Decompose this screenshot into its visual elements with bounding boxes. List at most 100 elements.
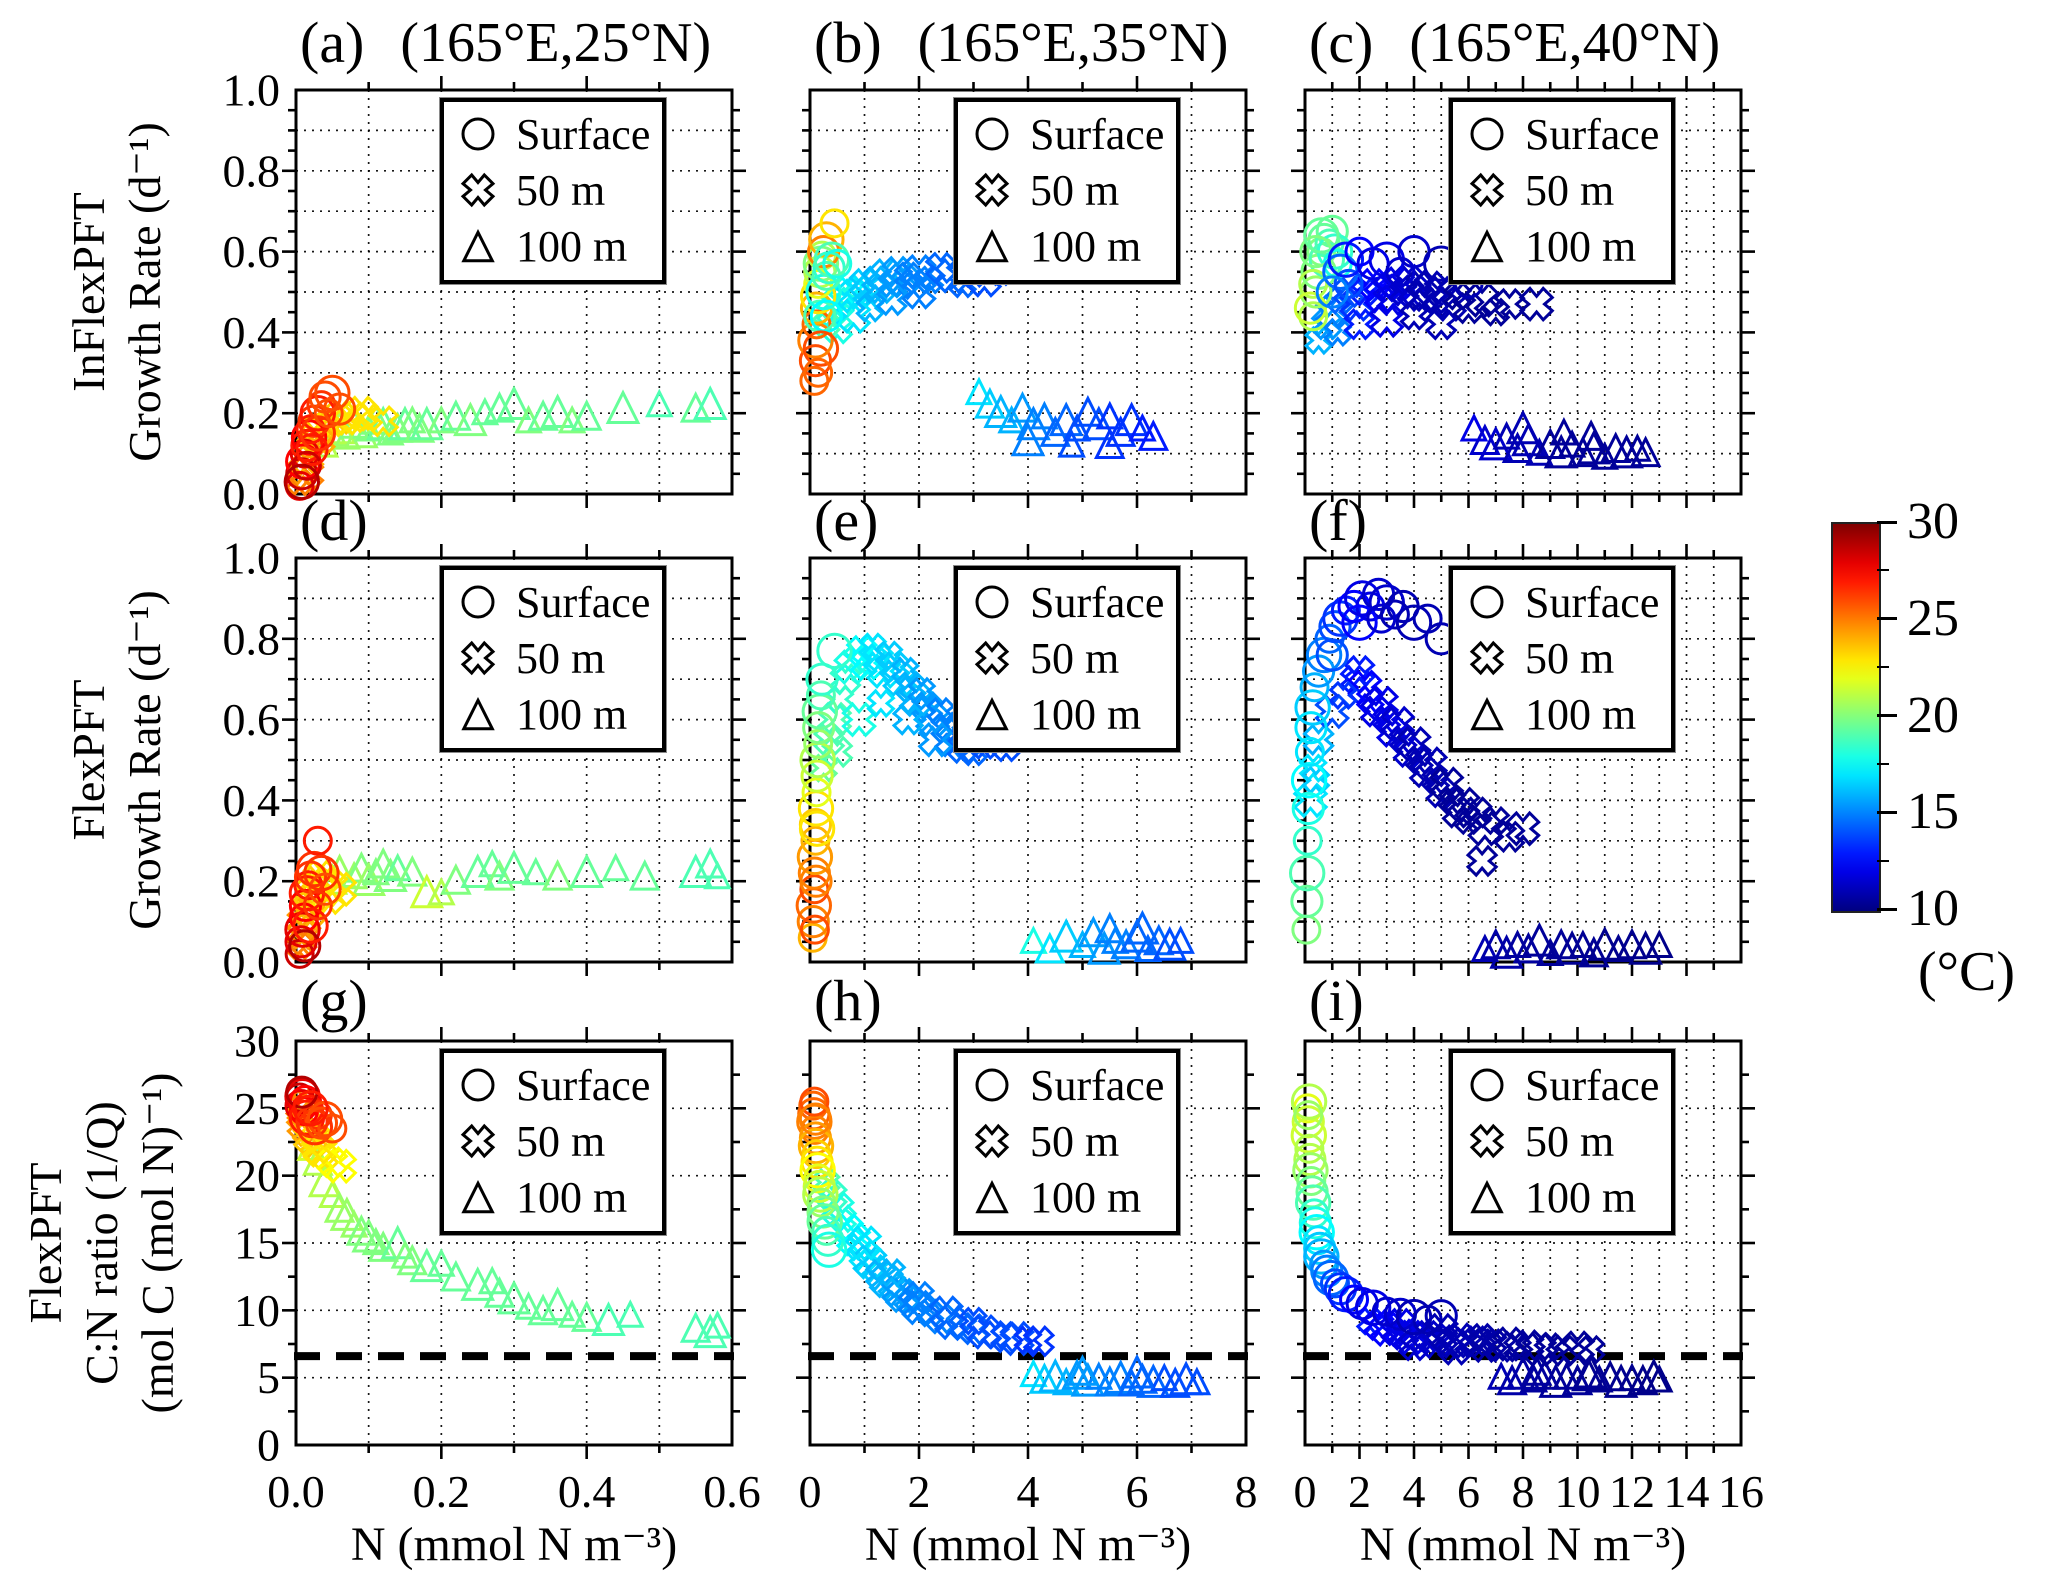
x-tick-label: 0.2 (413, 1466, 471, 1517)
legend-label: 50 m (1525, 1116, 1615, 1166)
panel-e-header: (e) (814, 490, 878, 552)
legend-item-50-m: 50 m (968, 630, 1164, 686)
panel-c-legend: Surface 50 m 100 m (1449, 98, 1676, 284)
legend-label: Surface (516, 1060, 651, 1110)
legend-item-50-m: 50 m (454, 630, 650, 686)
legend-item-100-m: 100 m (454, 1169, 650, 1225)
legend-label: 100 m (1030, 1172, 1142, 1222)
y-tick-label: 1.0 (223, 65, 281, 116)
legend-item-surface: Surface (454, 574, 650, 630)
legend-item-100-m: 100 m (968, 218, 1164, 274)
row1-label-line2: Growth Rate (d⁻¹) (119, 122, 170, 462)
series-surface (1290, 1083, 1458, 1336)
legend-label: Surface (1030, 109, 1165, 159)
legend-item-100-m: 100 m (1463, 686, 1659, 742)
row3-y-axis-label: FlexPFT C:N ratio (1/Q) (mol C (mol N)⁻¹… (18, 1041, 186, 1445)
series-m100 (964, 376, 1170, 459)
legend-item-50-m: 50 m (1463, 630, 1659, 686)
legend-label: 50 m (1030, 633, 1120, 683)
y-tick-label: 0.2 (223, 388, 281, 439)
panel-h-header: (h) (814, 970, 882, 1032)
x-tick-label: 2 (1348, 1466, 1371, 1517)
legend-label: 50 m (516, 633, 606, 683)
legend-label: 50 m (516, 165, 606, 215)
panel-letter: (g) (300, 968, 368, 1033)
legend-item-50-m: 50 m (968, 162, 1164, 218)
legend-item-surface: Surface (454, 1057, 650, 1113)
y-tick-label: 0.0 (223, 469, 281, 520)
panel-letter: (h) (814, 968, 882, 1033)
legend-label: 50 m (516, 1116, 606, 1166)
series-m50 (808, 632, 1021, 783)
colorbar-minor-tick (1877, 569, 1889, 572)
legend-triangle-icon (1470, 696, 1504, 731)
y-tick-label: 0.6 (223, 226, 281, 277)
legend-triangle-icon (461, 696, 495, 731)
y-tick-label: 1.0 (223, 533, 281, 584)
legend-cross-icon (1469, 640, 1505, 676)
y-tick-label: 0.8 (223, 613, 281, 664)
colorbar-tick-label: 10 (1907, 880, 1959, 937)
legend-circle-icon (975, 585, 1009, 619)
series-m100 (296, 1132, 732, 1349)
panel-c-plot (1195, 74, 1789, 614)
legend-circle-icon (1470, 1068, 1504, 1102)
y-tick-label: 0.8 (223, 145, 281, 196)
legend-label: Surface (1525, 577, 1660, 627)
row2-label-line1: FlexPFT (63, 679, 114, 841)
legend-label: 50 m (1525, 633, 1615, 683)
x-tick-label: 0 (799, 1466, 822, 1517)
panel-letter: (a) (300, 10, 365, 75)
legend-item-100-m: 100 m (1463, 218, 1659, 274)
legend-cross-icon (1469, 1123, 1505, 1159)
y-tick-label: 0.0 (223, 937, 281, 988)
row3-label-line3: (mol C (mol N)⁻¹) (132, 1072, 183, 1414)
y-tick-label: 10 (234, 1285, 280, 1336)
panel-b-legend: Surface 50 m 100 m (954, 98, 1181, 284)
y-tick-label: 15 (234, 1218, 280, 1269)
legend-item-surface: Surface (454, 106, 650, 162)
panel-title: (165°E,35°N) (917, 12, 1229, 74)
legend-label: Surface (1030, 1060, 1165, 1110)
legend-item-100-m: 100 m (968, 1169, 1164, 1225)
panel-g-plot: 0 5 10 15 20 25 30 0.0 0.2 0.4 0.6 (186, 1016, 780, 1565)
legend-label: Surface (516, 109, 651, 159)
legend-item-surface: Surface (1463, 106, 1659, 162)
legend-circle-icon (1470, 117, 1504, 151)
legend-triangle-icon (461, 228, 495, 263)
series-m100 (1459, 409, 1662, 470)
legend-item-surface: Surface (1463, 1057, 1659, 1113)
legend-triangle-icon (975, 1179, 1009, 1214)
legend-label: 100 m (516, 689, 628, 739)
x-tick-label: 6 (1126, 1466, 1149, 1517)
x-tick-label: 4 (1403, 1466, 1426, 1517)
panel-e-legend: Surface 50 m 100 m (954, 566, 1181, 752)
legend-circle-icon (975, 117, 1009, 151)
legend-item-surface: Surface (968, 574, 1164, 630)
series-surface (1288, 577, 1458, 945)
legend-cross-icon (974, 1123, 1010, 1159)
legend-item-100-m: 100 m (1463, 1169, 1659, 1225)
x-tick-label: 0.6 (703, 1466, 761, 1517)
panel-letter: (c) (1309, 10, 1374, 75)
row2-label-line2: Growth Rate (d⁻¹) (119, 590, 170, 930)
series-surface (1293, 214, 1484, 332)
legend-item-50-m: 50 m (968, 1113, 1164, 1169)
legend-item-50-m: 50 m (454, 162, 650, 218)
panel-g-header: (g) (300, 970, 368, 1032)
legend-label: Surface (516, 577, 651, 627)
legend-label: Surface (1525, 1060, 1660, 1110)
series-surface (283, 374, 357, 501)
y-tick-label: 0.4 (223, 775, 281, 826)
panel-letter: (b) (814, 10, 882, 75)
series-m100 (1019, 909, 1195, 965)
x-tick-label: 8 (1235, 1466, 1258, 1517)
series-m100 (1470, 921, 1674, 969)
legend-circle-icon (975, 1068, 1009, 1102)
legend-cross-icon (460, 640, 496, 676)
legend-cross-icon (460, 172, 496, 208)
panel-letter: (i) (1309, 968, 1364, 1033)
legend-cross-icon (460, 1123, 496, 1159)
panel-i-canvas: 0 2 4 6 8 10 12 14 16 (1290, 1027, 1764, 1517)
